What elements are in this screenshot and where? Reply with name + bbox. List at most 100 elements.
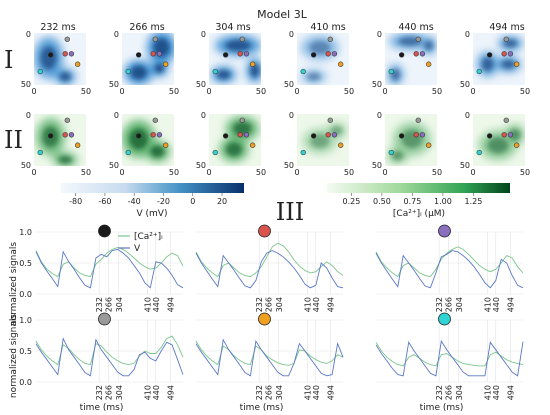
map-tick-label: 0 [465,111,470,120]
signal-panel-gray: 232 266 304 410 440 494 0.0 0.5 1.0 time (ms) [19,312,184,413]
map-tick-label: 0 [201,111,206,120]
map-tick-label: 0 [377,111,382,120]
probe-marker-gray [239,36,245,42]
map-tick-label: 50 [169,87,179,96]
colorbar-tick-label: 20 [217,197,227,206]
probe-marker-purple [331,132,338,138]
probe-marker-purple [419,51,426,57]
excitation-core [225,39,251,52]
map-tick-label: 50 [81,87,91,96]
signal-panel-black: 232 266 304 410 440 494 0.0 0.5 1.0 [Ca²⁺]ᵢ V [19,224,184,312]
probe-marker-orange [338,61,344,67]
time-marker-label: 266 [264,297,273,312]
excitation-core [424,40,434,51]
colorbar-tick-label: -80 [69,197,82,206]
time-marker-label: 410 [484,297,493,312]
map-tick-label: 50 [109,80,119,89]
x-axis-label: time (ms) [80,403,124,413]
excitation-core [59,72,71,82]
map-tick-label: 50 [169,168,179,177]
probe-marker-orange [163,142,169,148]
time-labels: 232 ms 266 ms 304 ms 410 ms 440 ms 494 m… [40,22,524,33]
map-tick-label: 0 [119,87,124,96]
y-tick-label: 0.0 [19,290,32,299]
probe-marker-black [135,52,142,58]
map-tick-label: 0 [114,30,119,39]
probe-marker-black [486,133,493,139]
time-marker-label: 440 [152,297,161,312]
probe-marker-gray [503,36,509,42]
excitation-core [501,59,516,69]
calcium-map [297,114,349,166]
probe-marker-cyan [476,149,482,156]
signal-panel-red: 232 266 304 410 440 494 [195,224,344,312]
map-tick-label: 0 [31,87,36,96]
map-tick-label: 50 [196,80,206,89]
voltage-colorbar: -80 -60 -40 -20 0 20 V (mV) [61,183,244,219]
probe-marker-red [501,51,507,57]
probe-marker-black [222,133,229,139]
time-marker-label: 410 [144,385,153,400]
excitation-core [391,151,404,161]
time-label: 440 ms [398,22,433,33]
map-tick-label: 0 [382,168,387,177]
probe-marker-cyan [37,68,43,75]
probe-marker-cyan [300,68,306,75]
probe-marker-cyan [388,149,394,156]
map-tick-label: 50 [256,87,266,96]
calcium-trace [35,247,184,278]
probe-marker-red [62,51,68,57]
probe-marker-purple [156,132,163,138]
voltage-map [385,33,437,85]
map-tick-label: 50 [372,161,382,170]
excitation-core [154,63,165,73]
colorbar-tick-label: -20 [157,197,170,206]
x-axis-label: time (ms) [420,403,464,413]
probe-dot-red [258,224,271,238]
time-marker-label: 304 [455,385,464,400]
time-label: 410 ms [310,22,345,33]
colorbar-tick-label: 0.75 [403,197,421,206]
calcium-colorbar-gradient [327,183,510,193]
calcium-colorbar: 0.25 0.50 0.75 1.00 1.25 [Ca²⁺]ᵢ (μM) [327,183,510,219]
time-marker-label: 410 [304,297,313,312]
probe-marker-cyan [125,68,131,75]
probe-marker-red [325,51,331,57]
probe-marker-black [310,133,317,139]
probe-marker-cyan [388,68,394,75]
probe-marker-red [150,132,156,138]
probe-marker-orange [250,142,256,148]
time-marker-label: 440 [312,385,321,400]
probe-marker-cyan [476,68,482,75]
probe-marker-purple [68,132,75,138]
probe-marker-orange [163,61,169,67]
probe-dot-purple [438,224,451,238]
time-label: 266 ms [129,22,164,33]
map-tick-label: 0 [377,30,382,39]
probe-marker-red [62,132,68,138]
y-tick-label: 1.0 [19,228,32,237]
time-marker-label: 410 [144,297,153,312]
probe-dot-gray [98,312,111,326]
time-marker-label: 266 [444,385,453,400]
time-marker-label: 232 [255,385,264,400]
probe-marker-purple [331,51,338,57]
y-tick-label: 1.0 [19,316,32,325]
excitation-core [58,155,73,164]
probe-marker-red [237,132,243,138]
colorbar-tick-label: 1.00 [434,197,452,206]
time-marker-label: 304 [455,297,464,312]
legend-label: [Ca²⁺]ᵢ [134,232,163,242]
time-marker-label: 410 [484,385,493,400]
probe-marker-black [398,52,405,58]
excitation-core [129,128,148,150]
probe-marker-gray [327,36,333,42]
row-label-voltage: I [4,46,13,74]
probe-dot-black [98,224,111,238]
time-label: 232 ms [40,22,75,33]
map-tick-label: 50 [284,161,294,170]
